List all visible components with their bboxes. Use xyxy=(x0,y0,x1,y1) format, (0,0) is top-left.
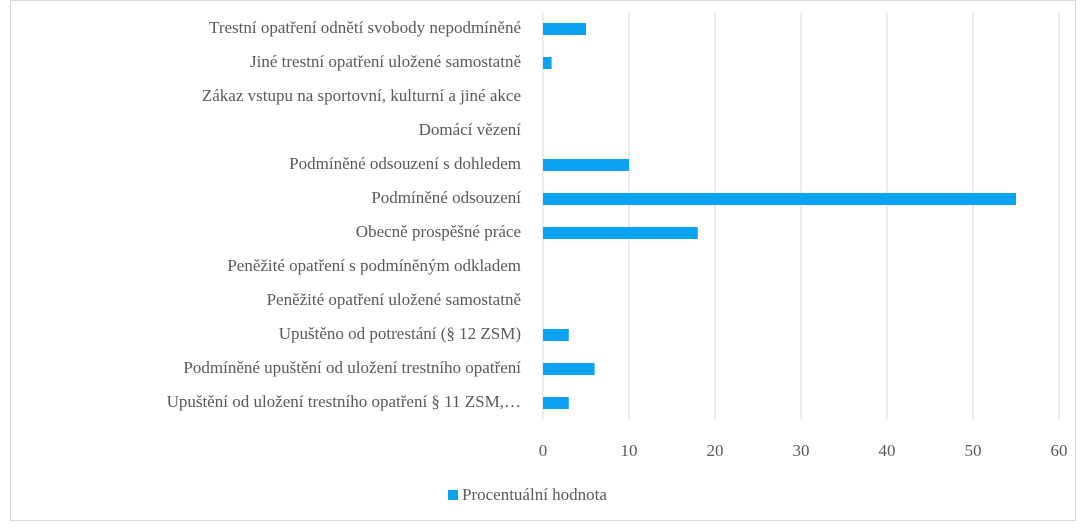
y-tick-label: Podmíněné odsouzení xyxy=(371,188,521,207)
bar xyxy=(543,397,569,409)
legend-label: Procentuální hodnota xyxy=(462,485,607,504)
y-tick-label: Zákaz vstupu na sportovní, kulturní a ji… xyxy=(202,86,521,105)
x-tick-label: 60 xyxy=(1051,441,1068,460)
bar xyxy=(543,363,595,375)
legend-swatch xyxy=(448,490,458,500)
bar xyxy=(543,159,629,171)
bar xyxy=(543,57,552,69)
bar xyxy=(543,23,586,35)
y-tick-label: Trestní opatření odnětí svobody nepodmín… xyxy=(209,18,521,37)
bar xyxy=(543,193,1016,205)
x-tick-label: 50 xyxy=(965,441,982,460)
bar xyxy=(543,329,569,341)
y-tick-label: Peněžité opatření uložené samostatně xyxy=(267,290,521,309)
x-tick-label: 40 xyxy=(879,441,896,460)
x-tick-label: 10 xyxy=(621,441,638,460)
y-tick-label: Peněžité opatření s podmíněným odkladem xyxy=(227,256,521,275)
y-tick-label: Podmíněné odsouzení s dohledem xyxy=(289,154,521,173)
y-tick-label: Upuštěno od potrestání (§ 12 ZSM) xyxy=(279,324,521,343)
y-tick-label: Upuštění od uložení trestního opatření §… xyxy=(167,392,521,411)
y-tick-label: Domácí vězení xyxy=(419,120,522,139)
y-tick-label: Podmíněné upuštění od uložení trestního … xyxy=(183,358,521,377)
x-tick-label: 20 xyxy=(707,441,724,460)
y-tick-label: Obecně prospěšné práce xyxy=(356,222,521,241)
x-tick-label: 0 xyxy=(539,441,548,460)
y-tick-label: Jiné trestní opatření uložené samostatně xyxy=(250,52,521,71)
bar xyxy=(543,227,698,239)
x-tick-label: 30 xyxy=(793,441,810,460)
